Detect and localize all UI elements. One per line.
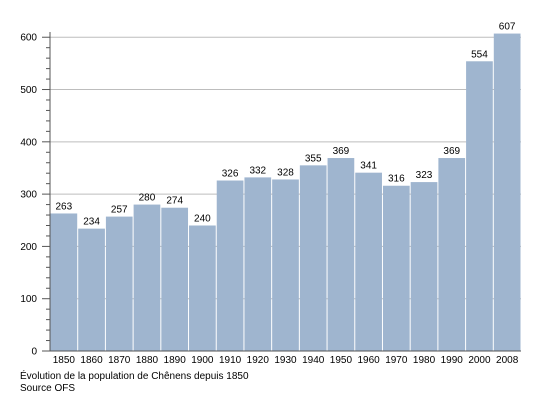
bar-1850	[50, 213, 78, 351]
x-tick-label-1960: 1960	[357, 355, 380, 366]
data-label-1960: 341	[360, 161, 377, 172]
bars	[50, 33, 521, 352]
bar-1960	[355, 172, 382, 351]
bar-1910	[216, 180, 244, 351]
axes	[42, 32, 521, 352]
x-tick-label-1850: 1850	[53, 355, 76, 366]
data-label-1920: 332	[249, 165, 266, 176]
data-label-2008: 607	[499, 22, 516, 33]
x-tick-label-1900: 1900	[191, 355, 214, 366]
bar-1860	[78, 228, 105, 351]
data-label-1980: 323	[416, 170, 433, 181]
bar-1940	[299, 165, 327, 351]
data-label-2000: 554	[471, 49, 488, 60]
x-tick-label-1980: 1980	[413, 355, 436, 366]
data-label-1870: 257	[111, 205, 128, 216]
bar-2000	[466, 61, 493, 351]
bar-1950	[327, 158, 355, 351]
x-tick-label-1930: 1930	[274, 355, 297, 366]
y-tick-label: 400	[20, 137, 37, 148]
bar-1970	[382, 185, 410, 351]
bar-2008	[493, 33, 521, 352]
bar-1900	[189, 225, 216, 351]
x-tick-label-1950: 1950	[330, 355, 353, 366]
x-tick-label-1920: 1920	[247, 355, 270, 366]
x-tick-label-1990: 1990	[441, 355, 464, 366]
x-tick-label-1970: 1970	[385, 355, 408, 366]
data-label-1910: 326	[222, 169, 239, 180]
data-label-1890: 274	[166, 196, 183, 207]
x-tick-label-1870: 1870	[108, 355, 131, 366]
bar-1930	[272, 179, 299, 351]
data-label-1850: 263	[56, 201, 73, 212]
data-label-1970: 316	[388, 174, 405, 185]
y-tick-label: 600	[20, 33, 37, 44]
x-tick-label-1940: 1940	[302, 355, 325, 366]
labels: 0 100 200 300 400 500 600 263 1850 234 1860 257 1870…	[20, 22, 518, 366]
x-tick-label-2008: 2008	[496, 355, 519, 366]
data-label-1930: 328	[277, 167, 294, 178]
data-label-1900: 240	[194, 213, 211, 224]
bar-1880	[133, 204, 161, 351]
x-tick-label-1860: 1860	[80, 355, 103, 366]
data-label-1990: 369	[443, 146, 460, 157]
x-tick-label-1890: 1890	[164, 355, 187, 366]
bar-1980	[410, 182, 438, 351]
bar-1870	[105, 216, 133, 351]
data-label-1880: 280	[139, 193, 156, 204]
bar-1990	[438, 158, 466, 351]
bar-1890	[161, 207, 189, 351]
y-tick-label: 200	[20, 242, 37, 253]
y-tick-label: 0	[31, 347, 37, 358]
data-label-1950: 369	[333, 146, 350, 157]
y-tick-label: 500	[20, 85, 37, 96]
y-tick-label: 300	[20, 190, 37, 201]
x-tick-label-2000: 2000	[468, 355, 491, 366]
y-tick-label: 100	[20, 294, 37, 305]
bar-1920	[244, 177, 272, 351]
chart-caption: Évolution de la population de Chênens de…	[20, 371, 249, 382]
data-label-1940: 355	[305, 153, 322, 164]
chart-source: Source OFS	[20, 383, 76, 394]
data-label-1860: 234	[83, 217, 100, 228]
x-tick-label-1910: 1910	[219, 355, 242, 366]
x-tick-label-1880: 1880	[136, 355, 159, 366]
